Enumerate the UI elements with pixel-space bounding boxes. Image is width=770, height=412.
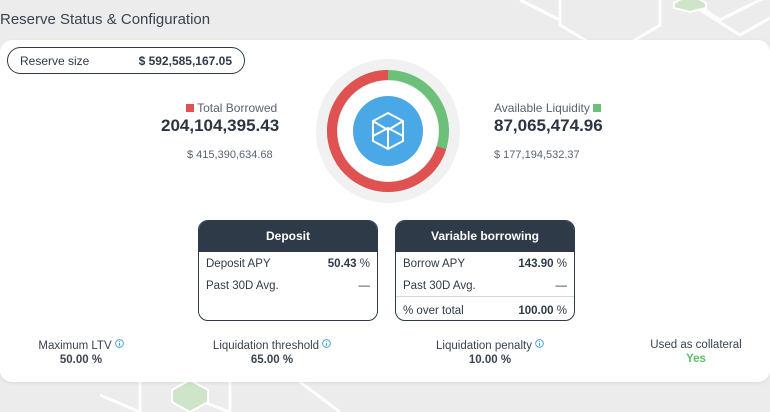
deposit-avg-value: — — [358, 280, 371, 292]
liquidity-color-square — [593, 104, 602, 112]
borrow-avg-label: Past 30D Avg. — [403, 280, 476, 292]
deposit-apy-value: 50.43 — [327, 258, 357, 270]
info-icon[interactable] — [535, 339, 544, 348]
borrow-apy-unit: % — [556, 258, 567, 270]
available-liquidity-label: Available Liquidity — [494, 101, 590, 115]
max-ltv-label: Maximum LTV — [38, 340, 112, 352]
page-title: Reserve Status & Configuration — [0, 11, 211, 28]
variable-borrowing-box: Variable borrowing Borrow APY 143.90 % P… — [395, 220, 575, 321]
borrow-avg-value: — — [555, 280, 568, 292]
borrow-avg-row: Past 30D Avg. — — [396, 276, 574, 298]
total-borrowed-legend: Total Borrowed — [186, 101, 277, 115]
borrow-divider — [396, 296, 574, 297]
liquidation-threshold-metric: Liquidation threshold 65.00 % — [198, 339, 346, 366]
max-ltv-metric: Maximum LTV 50.00 % — [22, 339, 140, 366]
fantom-token-icon — [372, 112, 404, 150]
donut-borrowed-arc — [327, 70, 449, 192]
total-borrowed-label: Total Borrowed — [197, 101, 278, 115]
borrow-share-label: % over total — [403, 305, 464, 317]
reserve-size-label: Reserve size — [20, 54, 90, 68]
deposit-apy-value-wrap: 50.43 % — [328, 258, 370, 270]
utilization-donut — [316, 59, 460, 203]
total-borrowed-amount: 204,104,395.43 — [161, 116, 280, 135]
used-as-collateral-metric: Used as collateral Yes — [640, 339, 752, 365]
reserve-size-pill: Reserve size $ 592,585,167.05 — [7, 47, 245, 74]
borrow-share-value-wrap: 100.00 % — [518, 305, 567, 317]
liquidation-penalty-value: 10.00 % — [468, 354, 512, 366]
borrowed-color-square — [186, 104, 194, 112]
liquidation-threshold-label: Liquidation threshold — [212, 340, 320, 352]
used-as-collateral-value: Yes — [686, 353, 706, 365]
borrow-apy-row: Borrow APY 143.90 % — [396, 254, 574, 276]
liquidation-threshold-value: 65.00 % — [250, 354, 294, 366]
reserve-size-value: $ 592,585,167.05 — [138, 54, 232, 68]
available-liquidity-usd: $ 177,194,532.37 — [494, 149, 580, 161]
deposit-avg-label: Past 30D Avg. — [206, 280, 279, 292]
info-icon[interactable] — [322, 339, 331, 348]
total-borrowed-usd: $ 415,390,634.68 — [187, 149, 273, 161]
borrow-share-unit: % — [556, 305, 567, 317]
liquidation-penalty-metric: Liquidation penalty 10.00 % — [425, 339, 555, 366]
deposit-avg-row: Past 30D Avg. — — [199, 276, 377, 298]
available-liquidity-amount: 87,065,474.96 — [494, 116, 603, 135]
deposit-apy-unit: % — [359, 258, 370, 270]
borrow-share-row: % over total 100.00 % — [396, 301, 574, 320]
borrow-apy-value-wrap: 143.90 % — [518, 258, 567, 270]
deposit-title: Deposit — [199, 221, 377, 252]
deposit-apy-row: Deposit APY 50.43 % — [199, 254, 377, 276]
info-icon[interactable] — [114, 339, 124, 348]
max-ltv-value: 50.00 % — [59, 354, 103, 366]
deposit-box: Deposit Deposit APY 50.43 % Past 30D Avg… — [198, 220, 378, 321]
borrow-apy-label: Borrow APY — [403, 258, 465, 270]
liquidation-penalty-label: Liquidation penalty — [436, 340, 532, 352]
deposit-apy-label: Deposit APY — [206, 258, 271, 270]
borrow-apy-value: 143.90 — [518, 258, 554, 270]
used-as-collateral-label: Used as collateral — [650, 339, 742, 351]
variable-borrowing-title: Variable borrowing — [396, 221, 574, 252]
available-liquidity-legend: Available Liquidity — [494, 101, 602, 115]
borrow-share-value: 100.00 — [518, 305, 554, 317]
